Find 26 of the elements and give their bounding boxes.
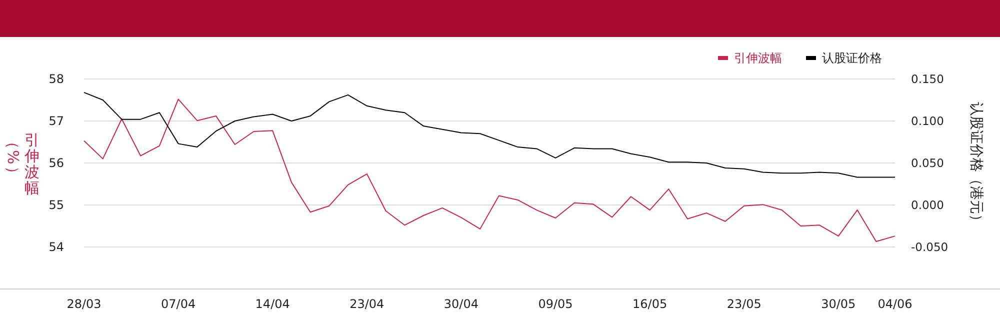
x-tick-label: 23/04 [350, 297, 384, 311]
x-tick-label: 09/05 [538, 297, 573, 311]
x-tick-label: 16/05 [632, 297, 668, 311]
line-series [84, 98, 896, 242]
y2-tick-label: 0.050 [911, 156, 944, 170]
y-tick-label: 58 [48, 72, 64, 86]
y2-tick-label: -0.050 [911, 240, 948, 254]
x-tick-label: 04/06 [878, 297, 912, 311]
x-tick-label: 30/04 [444, 297, 479, 311]
y-tick-label: 57 [48, 114, 64, 128]
x-tick-label: 07/04 [161, 297, 196, 311]
x-tick-label: 14/04 [255, 297, 290, 311]
legend-label: 认股证价格 [822, 51, 882, 65]
y2-axis-title: 认股证价格（港元） [968, 102, 984, 228]
x-tick-label: 23/05 [726, 297, 762, 311]
y2-tick-label: 0.150 [911, 72, 944, 86]
y2-tick-label: 0.100 [911, 114, 944, 128]
x-tick-label: 28/03 [66, 297, 102, 311]
legend-label: 引伸波幅 [734, 51, 782, 65]
y2-tick-label: 0.000 [911, 198, 944, 212]
y-tick-label: 55 [48, 198, 64, 212]
x-tick-label: 30/05 [821, 297, 856, 311]
line-series [84, 92, 896, 178]
y-tick-label: 56 [48, 156, 64, 170]
y-tick-label: 54 [48, 240, 64, 254]
text: 引伸波幅（%） [4, 131, 40, 197]
